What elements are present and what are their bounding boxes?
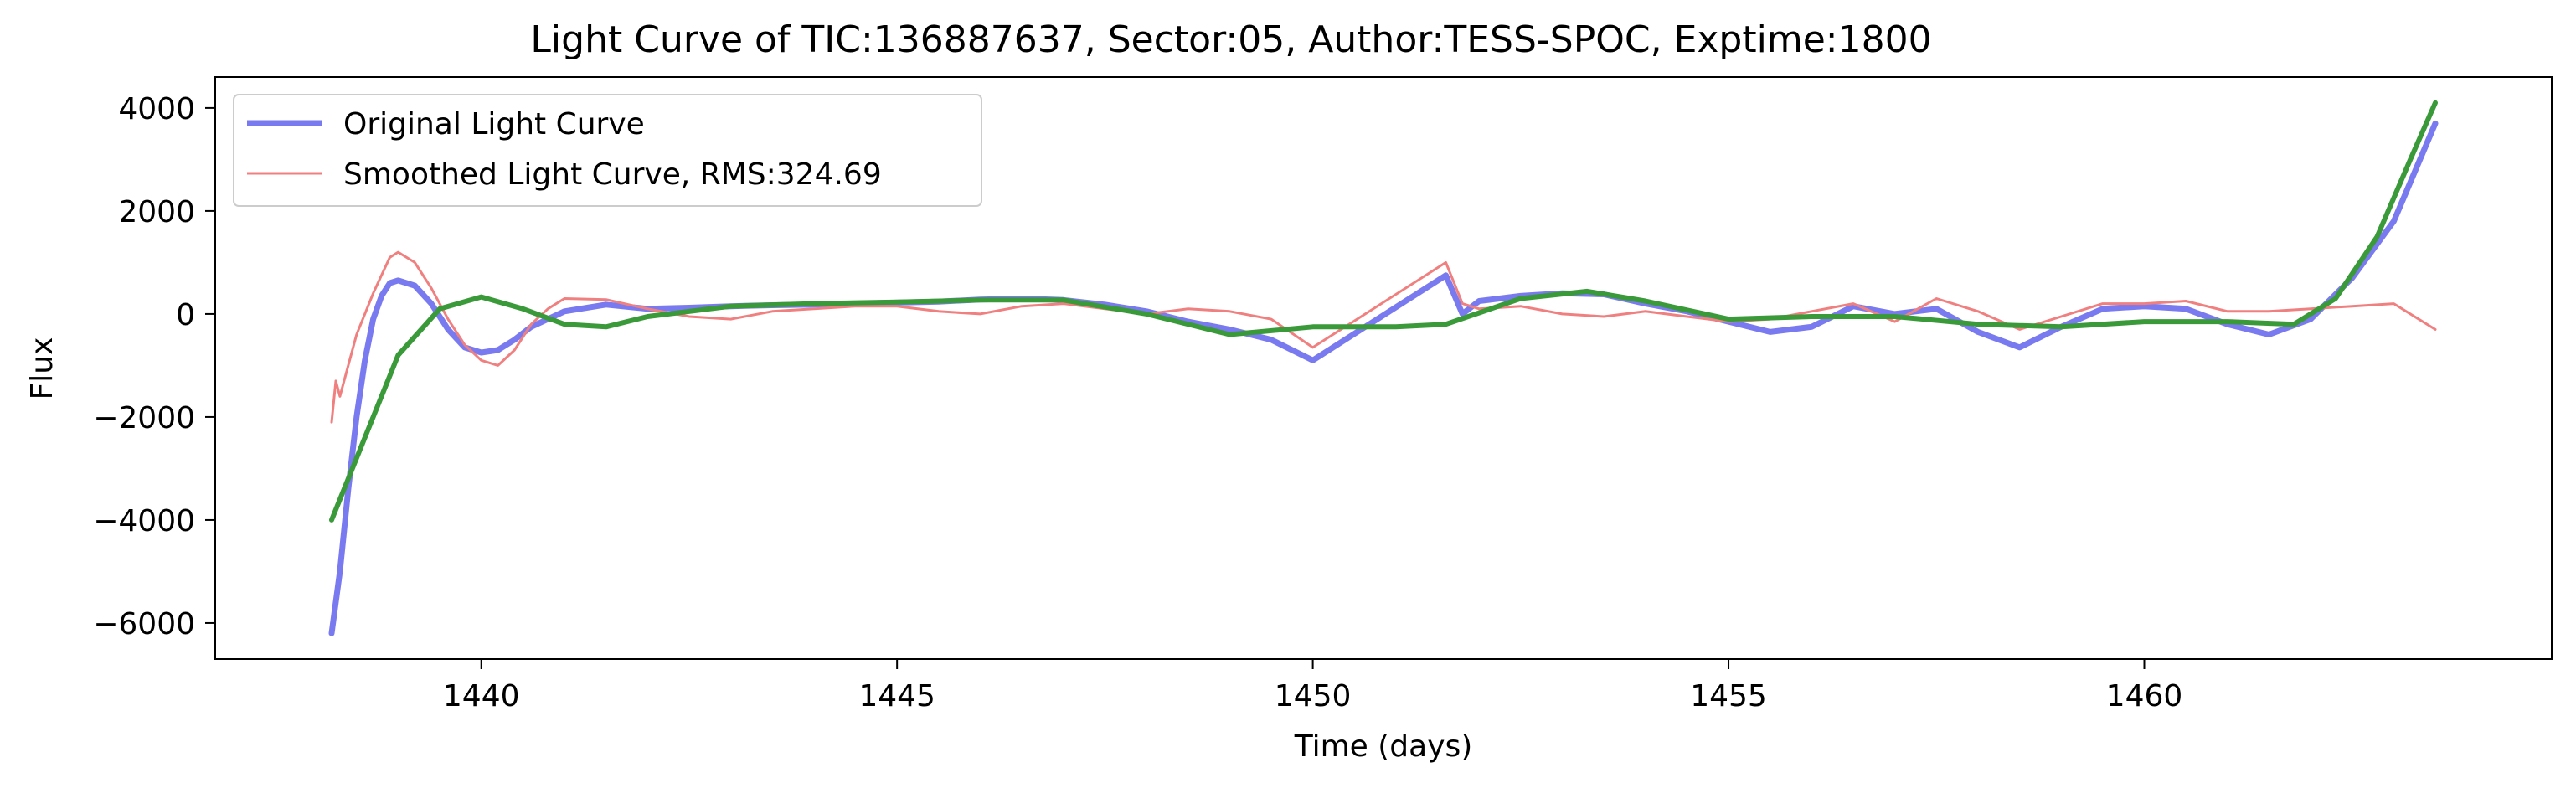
y-tick-label: 4000 [118, 92, 195, 126]
y-tick-label: 2000 [118, 195, 195, 229]
legend-box [233, 94, 982, 207]
y-tick-label: 0 [176, 298, 195, 332]
x-tick-label: 1460 [2106, 679, 2183, 713]
x-axis-label: Time (days) [1294, 729, 1473, 764]
series-layer [328, 100, 2439, 636]
chart-title: Light Curve of TIC:136887637, Sector:05,… [530, 18, 1931, 61]
legend-label-smoothed: Smoothed Light Curve, RMS:324.69 [343, 157, 882, 192]
y-tick-label: −2000 [93, 401, 195, 435]
y-axis-label: Flux [25, 337, 59, 400]
x-tick-label: 1455 [1690, 679, 1767, 713]
x-tick-label: 1440 [443, 679, 520, 713]
legend-label-original: Original Light Curve [343, 107, 645, 142]
y-axis: −6000 −4000 −2000 0 2000 4000 [93, 92, 215, 641]
y-tick-label: −4000 [93, 504, 195, 538]
legend: Original Light Curve Smoothed Light Curv… [233, 94, 982, 207]
x-axis: 1440 1445 1450 1455 1460 [443, 659, 2182, 713]
x-tick-label: 1445 [858, 679, 935, 713]
plot-area-frame [214, 76, 2553, 660]
series-line-fit [329, 100, 2438, 523]
y-tick-label: −6000 [93, 607, 195, 641]
x-tick-label: 1450 [1275, 679, 1352, 713]
